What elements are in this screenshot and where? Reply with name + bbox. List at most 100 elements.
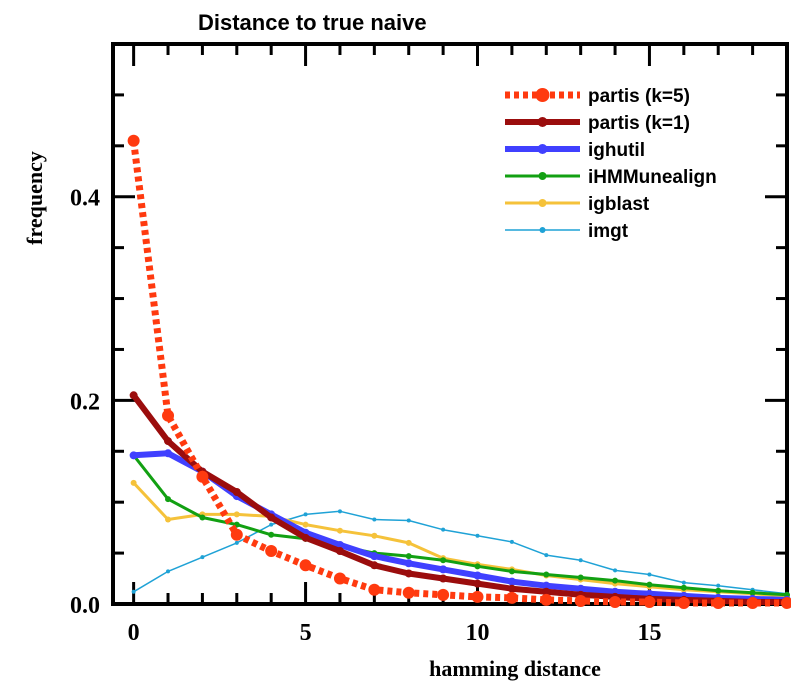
x-tick-label: 10 — [466, 620, 490, 646]
x-axis-label: hamming distance — [429, 656, 601, 681]
data-point — [643, 595, 656, 608]
y-tick-label: 0.2 — [70, 389, 100, 415]
data-point — [166, 569, 171, 574]
data-point — [233, 511, 240, 518]
data-point — [578, 558, 583, 563]
legend-swatch-marker — [538, 199, 547, 207]
data-point — [265, 545, 278, 558]
legend-swatch-marker — [535, 88, 550, 102]
data-point — [542, 587, 551, 596]
series-lines — [127, 134, 791, 609]
series-partis-k-5- — [127, 134, 791, 609]
data-point — [336, 527, 343, 534]
data-point — [268, 531, 275, 538]
data-point — [406, 518, 411, 523]
data-point — [612, 577, 619, 584]
data-point — [712, 596, 725, 609]
x-tick-label: 15 — [637, 620, 661, 646]
data-point — [371, 532, 378, 539]
y-tick-label: 0.4 — [70, 186, 100, 212]
data-point — [405, 539, 412, 546]
data-point — [475, 533, 480, 538]
data-point — [162, 409, 175, 422]
data-point — [507, 577, 516, 586]
data-point — [267, 513, 276, 522]
data-point — [199, 514, 206, 521]
data-point — [473, 571, 482, 580]
data-point — [680, 584, 687, 591]
series-line — [132, 454, 788, 597]
data-point — [440, 557, 447, 564]
series-line — [133, 510, 788, 595]
data-point — [439, 565, 448, 574]
data-point — [405, 553, 412, 560]
data-point — [301, 533, 310, 542]
tick-labels: 0 5 10 15 0.0 0.2 0.4 — [70, 186, 661, 646]
legend-swatch-marker — [539, 227, 546, 233]
data-point — [129, 391, 138, 400]
series-ihmmunealign — [130, 452, 790, 598]
series-imgt — [131, 509, 789, 596]
data-point — [473, 579, 482, 588]
data-point — [505, 591, 518, 604]
legend-swatch-marker — [538, 172, 547, 180]
data-point — [127, 134, 140, 147]
data-point — [746, 596, 759, 609]
data-point — [437, 588, 450, 601]
legend: partis (k=5) partis (k=1) ighutil iHMMuneal… — [505, 86, 717, 242]
data-point — [646, 581, 653, 588]
data-point — [471, 590, 484, 603]
y-axis-label: frequency — [22, 151, 47, 245]
legend-item: ighutil — [505, 140, 645, 161]
data-point — [131, 589, 136, 594]
legend-item: partis (k=1) — [505, 113, 690, 134]
data-point — [196, 470, 209, 483]
data-point — [577, 574, 584, 581]
data-point — [509, 539, 514, 544]
data-point — [130, 479, 137, 486]
plot-frame — [111, 42, 789, 606]
data-point — [749, 589, 756, 596]
data-point — [404, 559, 413, 568]
legend-label: partis (k=5) — [588, 86, 690, 107]
data-point — [507, 584, 516, 593]
data-point — [200, 555, 205, 560]
data-point — [677, 596, 690, 609]
data-point — [164, 437, 173, 446]
data-point — [474, 563, 481, 570]
data-point — [609, 595, 622, 608]
data-point — [544, 553, 549, 558]
data-point — [234, 540, 239, 545]
data-point — [681, 580, 686, 585]
data-point — [269, 522, 274, 527]
data-point — [129, 451, 138, 460]
series-line — [133, 450, 788, 603]
data-point — [540, 593, 553, 606]
data-point — [302, 521, 309, 528]
data-point — [333, 572, 346, 585]
data-point — [441, 527, 446, 532]
data-point — [542, 581, 551, 590]
legend-item: partis (k=5) — [505, 86, 690, 107]
legend-label: igblast — [588, 194, 650, 215]
data-point — [370, 552, 379, 561]
legend-label: partis (k=1) — [588, 113, 690, 134]
legend-label: iHMMunealign — [588, 167, 717, 188]
legend-item: iHMMunealign — [505, 167, 717, 188]
data-point — [335, 547, 344, 556]
data-point — [230, 528, 243, 541]
x-tick-label: 5 — [300, 620, 312, 646]
data-point — [372, 517, 377, 522]
data-point — [368, 583, 381, 596]
data-point — [508, 568, 515, 575]
data-point — [402, 586, 415, 599]
data-point — [576, 584, 585, 593]
data-point — [439, 574, 448, 583]
y-tick-label: 0.0 — [70, 593, 100, 619]
data-point — [613, 568, 618, 573]
plot-border — [111, 42, 789, 606]
data-point — [404, 569, 413, 578]
legend-swatch-marker — [537, 144, 548, 154]
data-point — [574, 594, 587, 607]
legend-item: imgt — [505, 221, 629, 242]
